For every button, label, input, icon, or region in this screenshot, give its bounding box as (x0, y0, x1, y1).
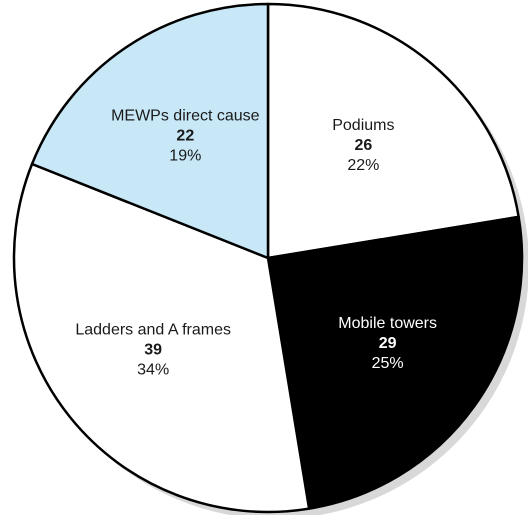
slice-percent: 22% (347, 157, 379, 174)
slice-value: 29 (379, 335, 397, 352)
slice-percent: 19% (169, 147, 201, 164)
pie-slice-podiums (266, 2, 520, 260)
slice-label: Ladders and A frames (75, 322, 231, 339)
slice-value: 39 (144, 342, 162, 359)
pie-slice-ladders-and-a-frames (12, 162, 311, 514)
slice-percent: 25% (372, 355, 404, 372)
pie-slices (12, 2, 524, 514)
pie-slice-mobile-towers (266, 215, 524, 510)
slice-label: Mobile towers (338, 315, 437, 332)
slice-percent: 34% (137, 362, 169, 379)
pie-slice-mewps-direct-cause (30, 2, 270, 260)
slice-value: 26 (354, 137, 372, 154)
pie-labels: Podiums 26 22% Mobile towers 29 25% Ladders an… (75, 107, 437, 378)
slice-label: Podiums (332, 117, 394, 134)
slice-label: MEWPs direct cause (111, 107, 260, 124)
slice-value: 22 (176, 127, 194, 144)
